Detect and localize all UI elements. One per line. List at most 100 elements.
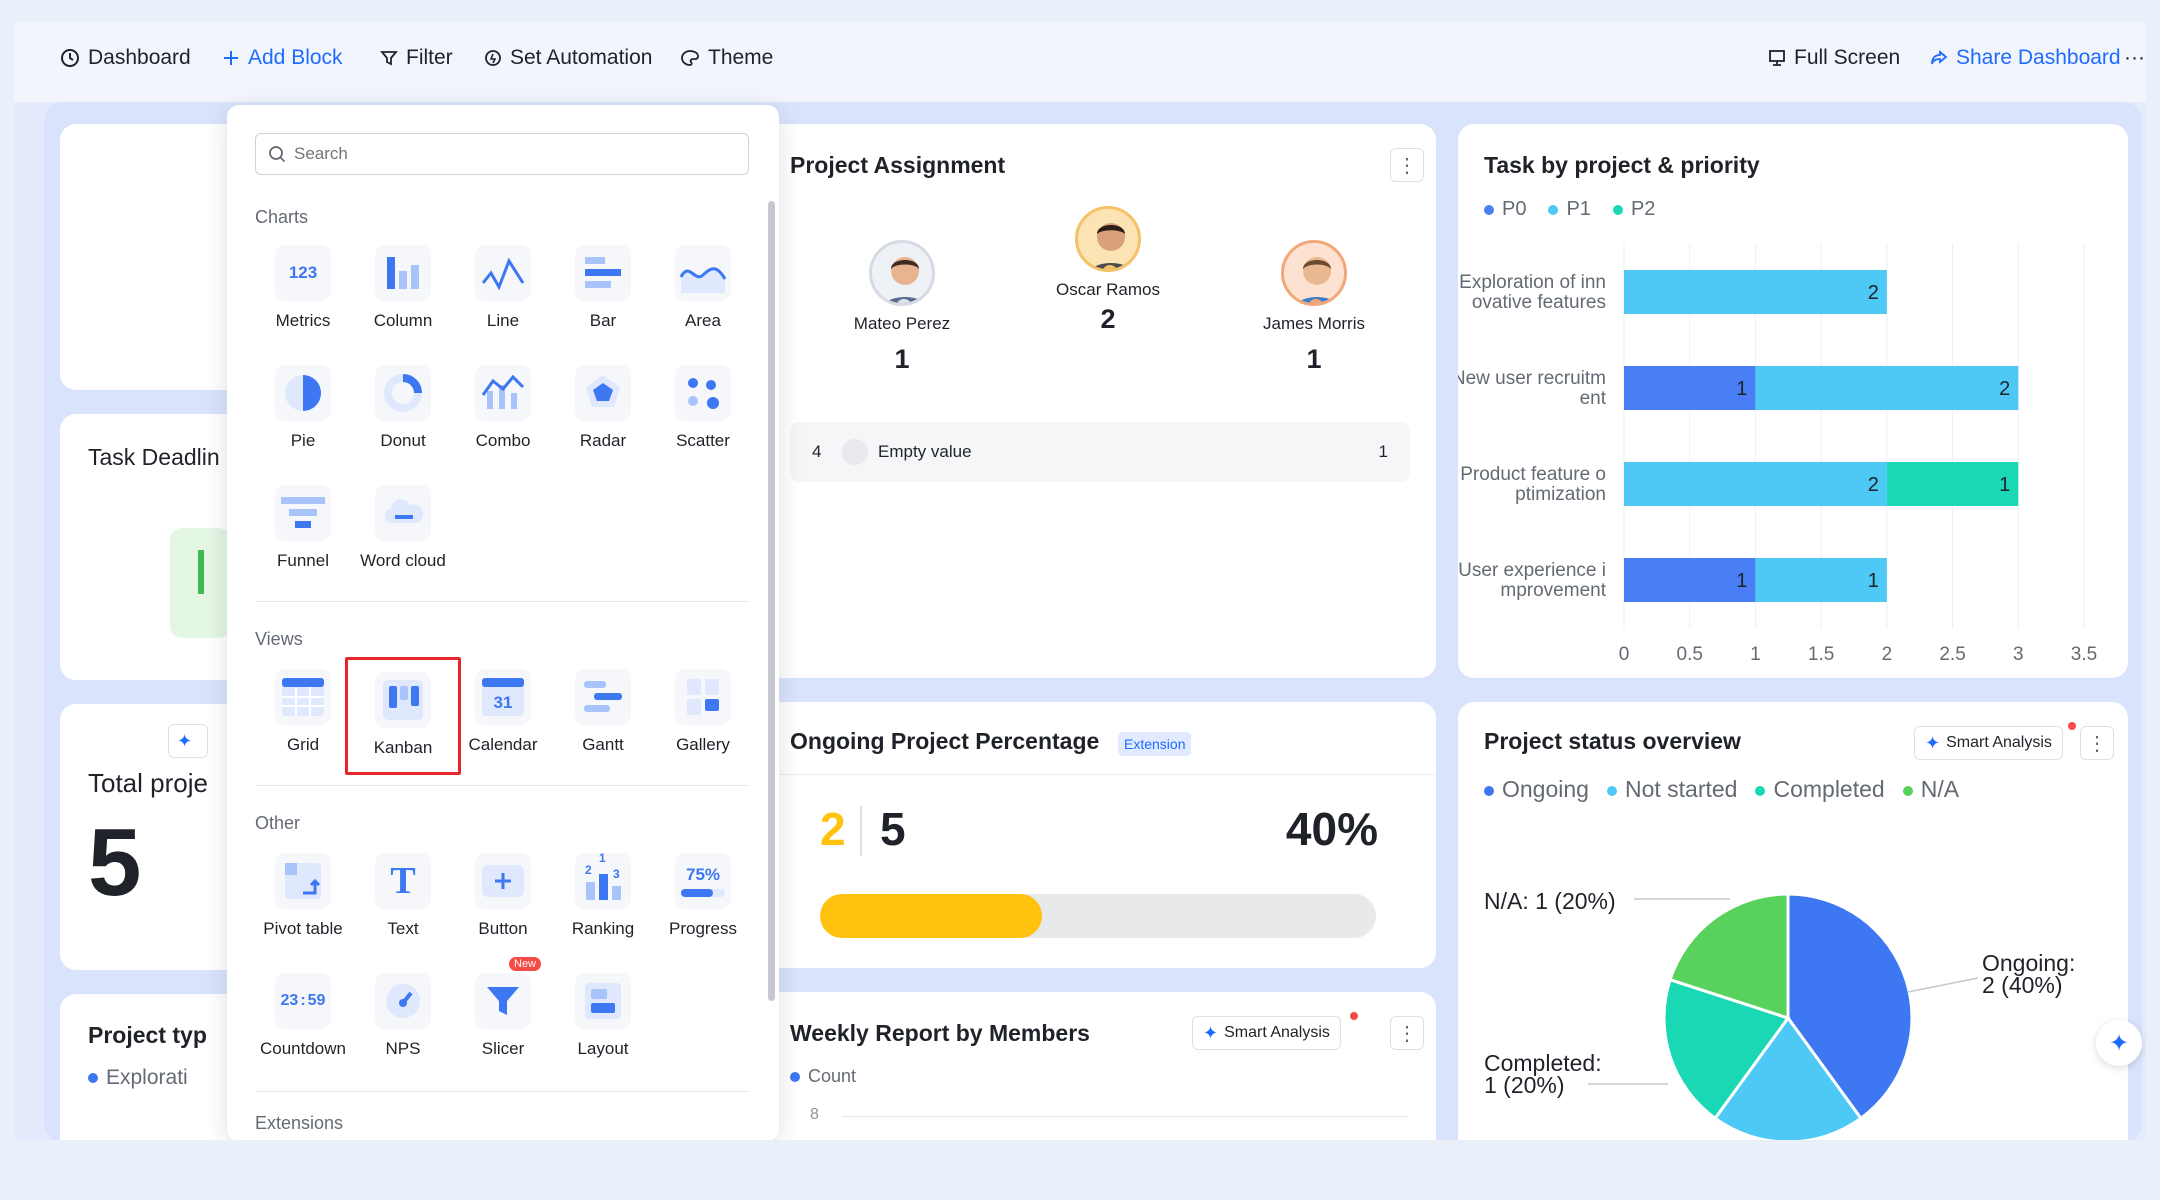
filter-icon: [380, 51, 398, 66]
block-label: Gantt: [582, 735, 624, 754]
sparkle-icon: ✦: [1203, 1022, 1219, 1043]
card-title: Ongoing Project Percentage: [790, 728, 1100, 754]
card-task-by-project[interactable]: Task by project & priority P0 P1 P2 0 0.5…: [1458, 124, 2128, 678]
block-column[interactable]: Column: [353, 233, 453, 343]
full-screen-button[interactable]: Full Screen: [1756, 36, 1912, 80]
card-title: Task by project & priority: [1484, 152, 1760, 178]
block-button[interactable]: Button: [453, 841, 553, 951]
ongoing-total: 5: [880, 803, 906, 855]
legend-item[interactable]: Ongoing: [1484, 776, 1589, 803]
block-word-cloud[interactable]: Word cloud: [353, 473, 453, 583]
share-dashboard-button[interactable]: Share Dashboard: [1918, 36, 2133, 80]
card-title: Project status overview: [1484, 728, 1741, 754]
pie-slice-ongoing: [1786, 892, 1914, 1121]
block-slicer[interactable]: Slicer New: [453, 957, 553, 1071]
block-calendar[interactable]: 31 Calendar: [453, 657, 553, 767]
smart-analysis-button[interactable]: ✦ Smart Analysis: [1914, 726, 2063, 760]
bar-p1: [1624, 462, 1887, 506]
y-category-label: Exploration of inn: [1459, 272, 1606, 293]
new-badge: New: [509, 957, 542, 971]
countdown-hours: 23: [280, 992, 299, 1009]
more-options-icon[interactable]: ⋮: [1390, 1016, 1424, 1050]
legend-item[interactable]: P1: [1548, 198, 1591, 221]
bar-p0: [1624, 366, 1756, 410]
gridline: [842, 1116, 1408, 1117]
block-gantt[interactable]: Gantt: [553, 657, 653, 767]
card-project-assignment[interactable]: Project Assignment ⋮ 2 Mateo Perez 1 1 O…: [764, 124, 1436, 678]
leader-line: [1907, 977, 1979, 993]
full-screen-icon: [1769, 50, 1785, 66]
progress-icon: 75%: [675, 853, 731, 909]
card-title: Weekly Report by Members: [790, 1020, 1090, 1046]
sparkle-icon[interactable]: ✦: [168, 724, 208, 758]
block-label: Gallery: [676, 735, 730, 754]
block-metrics[interactable]: 123 Metrics: [253, 233, 353, 343]
block-countdown[interactable]: 23:59 Countdown: [253, 961, 353, 1071]
legend-item[interactable]: Completed: [1755, 776, 1885, 803]
theme-button[interactable]: Theme: [668, 36, 785, 80]
total-value: 5: [88, 809, 142, 916]
block-area[interactable]: Area: [653, 233, 753, 343]
ai-assistant-icon[interactable]: ✦: [2096, 1020, 2142, 1066]
block-label: Bar: [589, 311, 617, 330]
block-radar[interactable]: Radar: [553, 353, 653, 463]
divider: [255, 601, 749, 602]
block-scatter[interactable]: Scatter: [653, 353, 753, 463]
toolbar: Dashboard Add Block Filter Set Automatio…: [14, 22, 2146, 102]
dashboard-menu[interactable]: Dashboard: [48, 36, 203, 80]
more-button[interactable]: ···: [2124, 36, 2145, 80]
legend-item[interactable]: P0: [1484, 198, 1526, 221]
card-ongoing-percentage[interactable]: Ongoing Project Percentage Extension 2 5…: [764, 702, 1436, 968]
block-label: Progress: [668, 919, 738, 938]
add-block-button[interactable]: Add Block: [210, 36, 355, 80]
legend-item[interactable]: Not started: [1606, 776, 1737, 803]
block-donut[interactable]: Donut: [353, 353, 453, 463]
legend-label: P0: [1502, 198, 1527, 220]
scatter-chart-icon: [675, 365, 731, 421]
block-pie[interactable]: Pie: [253, 353, 353, 463]
rank-badge: 3: [1308, 299, 1324, 303]
divider: [860, 806, 862, 856]
search-input[interactable]: [294, 144, 734, 164]
ongoing-percent: 40%: [1285, 803, 1378, 855]
card-weekly-report[interactable]: Weekly Report by Members ✦ Smart Analysi…: [764, 992, 1436, 1140]
x-tick-label: 3: [2013, 644, 2024, 665]
block-progress[interactable]: 75% Progress: [653, 841, 753, 951]
block-label: Grid: [286, 735, 320, 754]
section-extensions: Extensions: [255, 1113, 344, 1133]
combo-chart-icon: [475, 365, 531, 421]
set-automation-button[interactable]: Set Automation: [472, 36, 664, 80]
block-funnel[interactable]: Funnel: [253, 473, 353, 583]
more-options-icon[interactable]: ⋮: [1390, 148, 1424, 182]
block-kanban[interactable]: Kanban: [345, 657, 461, 775]
block-bar[interactable]: Bar: [553, 233, 653, 343]
legend: Ongoing Not started Completed N/A: [1484, 776, 1959, 803]
block-label: Column: [373, 311, 433, 330]
block-layout[interactable]: Layout: [553, 961, 653, 1071]
more-options-icon[interactable]: ⋮: [2080, 726, 2114, 760]
scrollbar[interactable]: [768, 201, 775, 1001]
block-gallery[interactable]: Gallery: [653, 657, 753, 767]
legend-label: Ongoing: [1502, 776, 1589, 802]
block-pivot-table[interactable]: Pivot table: [253, 841, 353, 951]
block-label: Text: [387, 919, 419, 938]
legend-item[interactable]: P2: [1612, 198, 1655, 221]
smart-analysis-button[interactable]: ✦ Smart Analysis: [1192, 1016, 1341, 1050]
block-grid[interactable]: Grid: [253, 657, 353, 767]
block-nps[interactable]: NPS: [353, 961, 453, 1071]
search-box[interactable]: [255, 133, 749, 175]
legend-item[interactable]: N/A: [1902, 776, 1959, 803]
divider: [764, 774, 1436, 775]
stacked-bar-chart: 0 0.5 1 1.5 2 2.5 3 3.5 Exploration of innovativ…: [1458, 244, 2097, 665]
y-category-label: mprovement: [1500, 580, 1606, 601]
divider: [255, 785, 749, 786]
legend-label: P1: [1566, 198, 1591, 220]
app-window: Dashboard Add Block Filter Set Automatio…: [14, 22, 2146, 1140]
smart-analysis-label: Smart Analysis: [1946, 734, 2052, 751]
block-combo[interactable]: Combo: [453, 353, 553, 463]
block-line[interactable]: Line: [453, 233, 553, 343]
block-text[interactable]: T Text: [353, 841, 453, 951]
card-project-status[interactable]: Project status overview ✦ Smart Analysis…: [1458, 702, 2128, 1140]
filter-button[interactable]: Filter: [368, 36, 465, 80]
